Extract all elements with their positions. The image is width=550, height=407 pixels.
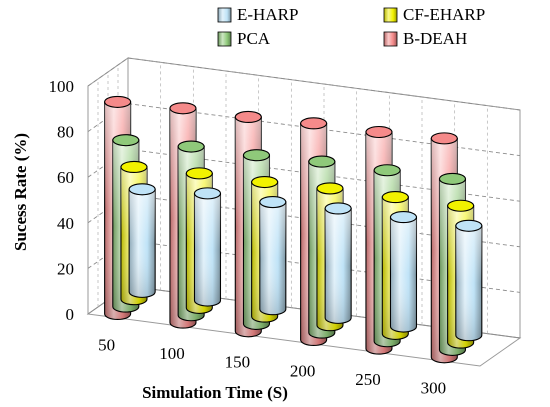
bar-top <box>324 202 352 215</box>
bar <box>259 195 287 316</box>
bar <box>324 202 352 324</box>
x-tick-label: 100 <box>159 344 185 363</box>
legend-swatch <box>383 31 398 47</box>
x-axis-title: Simulation Time (S) <box>142 383 288 402</box>
bar <box>389 211 418 333</box>
bar-top <box>373 164 401 177</box>
bar-top <box>104 95 132 108</box>
bar-shading <box>455 225 482 341</box>
legend-item: PCA <box>217 29 271 48</box>
y-tick-label: 80 <box>57 123 74 142</box>
x-tick-label: 50 <box>98 335 115 354</box>
legend-label: PCA <box>237 29 271 48</box>
x-tick-label: 250 <box>355 370 381 389</box>
x-tick-label: 300 <box>421 379 447 398</box>
legend-swatch <box>217 7 232 23</box>
bar-shading <box>390 217 417 333</box>
bar-top <box>300 117 328 130</box>
bar-top <box>251 175 279 189</box>
gridline <box>87 148 521 202</box>
bar-shading <box>259 202 286 315</box>
legend-swatch <box>217 31 232 47</box>
gridline <box>87 239 521 293</box>
bar-top <box>316 182 344 195</box>
chart-legend: E-HARP CF-EHARP PCA B-DEAH <box>217 5 485 48</box>
y-tick-label: 60 <box>57 168 74 187</box>
legend-item: B-DEAH <box>383 29 467 48</box>
chart-bars <box>104 95 483 364</box>
bar <box>455 219 483 342</box>
bar <box>128 183 156 298</box>
x-tick-label: 200 <box>290 361 316 380</box>
legend-swatch <box>383 7 398 23</box>
bar <box>193 187 222 307</box>
bar-shading <box>325 208 352 324</box>
bar-top <box>308 155 336 168</box>
y-tick-label: 0 <box>66 305 75 324</box>
bar-top <box>193 187 222 200</box>
bar-top <box>128 183 156 196</box>
y-tick-label: 20 <box>57 259 74 278</box>
y-tick-label: 100 <box>49 77 75 96</box>
bar-top <box>169 102 197 115</box>
bar-shading <box>129 189 156 298</box>
bar-top <box>438 172 467 185</box>
legend-item: CF-EHARP <box>383 5 485 24</box>
y-tick-label: 40 <box>57 214 74 233</box>
bar-top <box>185 167 213 180</box>
gridline <box>87 103 521 157</box>
gridline <box>87 194 521 248</box>
chart-ticks: 0 20 40 60 80 100 50 100 150 200 250 300 <box>49 77 447 398</box>
bar-top <box>242 149 271 162</box>
bar-top <box>389 211 418 224</box>
bar-top <box>365 125 393 139</box>
legend-label: CF-EHARP <box>403 5 485 24</box>
legend-item: E-HARP <box>217 5 298 24</box>
y-axis-title: Sucess Rate (%) <box>11 133 30 251</box>
bar-top <box>259 195 287 209</box>
bar-top <box>381 191 409 204</box>
bar-shading <box>194 193 221 307</box>
legend-label: B-DEAH <box>403 29 467 48</box>
bar-top <box>234 110 262 123</box>
bar-top <box>430 132 458 145</box>
bar-top <box>447 199 475 212</box>
gridline <box>87 57 521 111</box>
bar-top <box>455 219 483 232</box>
x-tick-label: 150 <box>225 353 251 372</box>
bar-top <box>112 134 140 147</box>
legend-label: E-HARP <box>237 5 298 24</box>
bar-top <box>177 140 205 153</box>
bar-top <box>120 160 148 174</box>
